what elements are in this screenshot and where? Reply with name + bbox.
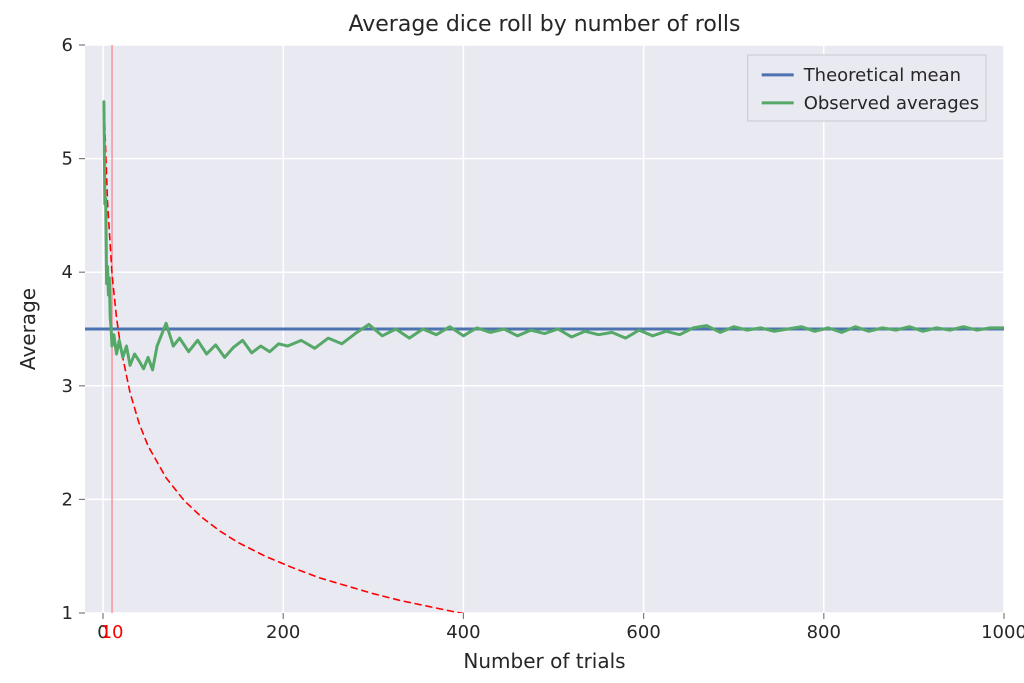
chart-title: Average dice roll by number of rolls [348,12,740,37]
y-axis-label: Average [16,288,40,370]
x-tick-label: 400 [446,622,480,643]
y-tick-label: 4 [62,262,73,283]
x-tick-label: 800 [807,622,841,643]
chart-svg: 0200400600800100010123456Number of trial… [0,0,1024,683]
y-tick-label: 3 [62,376,73,397]
x-tick-label-special: 10 [101,622,124,643]
legend: Theoretical mean Observed averages [748,55,986,121]
x-tick-label: 200 [266,622,300,643]
y-tick-label: 6 [62,35,73,56]
y-tick-label: 5 [62,149,73,170]
legend-label: Observed averages [804,93,979,114]
y-tick-label: 2 [62,489,73,510]
chart-container: 0200400600800100010123456Number of trial… [0,0,1024,683]
y-tick-label: 1 [62,603,73,624]
x-tick-label: 1000 [981,622,1024,643]
legend-label: Theoretical mean [803,65,961,86]
x-tick-label: 600 [626,622,660,643]
x-axis-label: Number of trials [463,649,625,673]
